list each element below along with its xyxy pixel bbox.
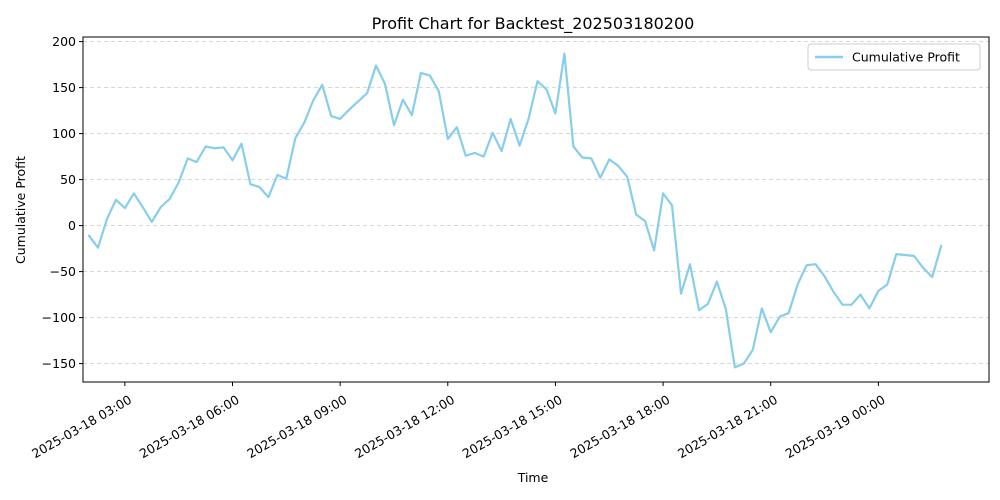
x-axis-label: Time — [517, 470, 549, 485]
y-tick-label: −150 — [42, 356, 76, 371]
y-axis-label: Cumulative Profit — [13, 156, 28, 264]
series-layer — [87, 52, 943, 369]
y-tick-label: 100 — [52, 126, 76, 141]
series-line-cumulative-profit — [87, 52, 943, 369]
plot-area-frame — [82, 36, 990, 383]
y-tick-label: 50 — [60, 172, 76, 187]
y-tick-label: −100 — [42, 310, 76, 325]
y-tick-label: 0 — [68, 218, 76, 233]
y-tick-label: 150 — [52, 80, 76, 95]
y-tick-label: 200 — [52, 34, 76, 49]
chart-title: Profit Chart for Backtest_202503180200 — [372, 14, 695, 34]
y-tick-label: −50 — [50, 264, 76, 279]
y-gridlines — [83, 41, 989, 365]
legend-entry-cumulative-profit: Cumulative Profit — [852, 50, 960, 65]
legend: Cumulative Profit — [807, 43, 981, 71]
y-axis: −150 −100 −50 0 50 100 150 200 — [42, 34, 83, 371]
legend-box — [807, 43, 981, 71]
